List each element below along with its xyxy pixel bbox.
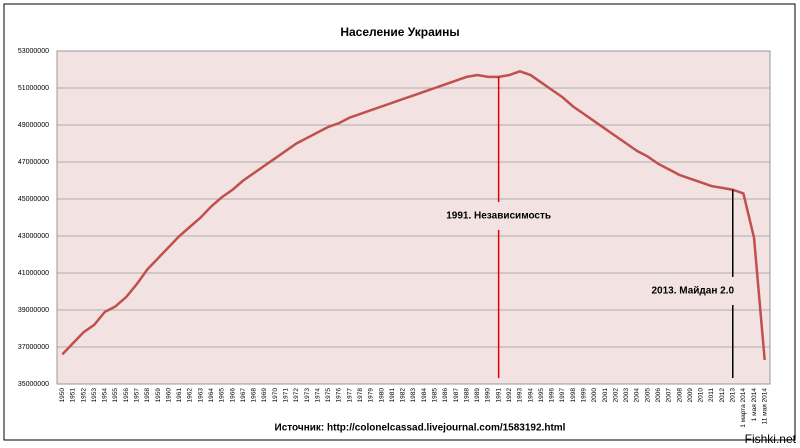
x-tick-label: 1975 (325, 388, 332, 403)
x-tick-label: 1983 (410, 388, 417, 403)
y-tick-label: 53000000 (18, 48, 49, 55)
annotation: 1991. Независимость (446, 211, 551, 222)
x-tick-label: 1999 (580, 388, 587, 403)
x-tick-label: 1981 (389, 388, 396, 403)
x-tick-label: 1952 (80, 388, 87, 403)
x-tick-label: 1991 (495, 388, 502, 403)
y-tick-label: 37000000 (18, 344, 49, 351)
x-tick-label: 1979 (368, 388, 375, 403)
plot-area (56, 50, 771, 385)
x-tick-label: 1964 (208, 388, 215, 403)
x-tick-label: 1971 (283, 388, 290, 403)
x-tick-label: 1972 (293, 388, 300, 403)
x-tick-label: 1963 (197, 388, 204, 403)
chart-title: Население Украины (340, 25, 459, 39)
x-tick-label: 1956 (123, 388, 130, 403)
x-tick-label: 2007 (666, 388, 673, 403)
x-tick-label: 2003 (623, 388, 630, 403)
x-tick-label: 1989 (474, 388, 481, 403)
x-tick-label: 1959 (155, 388, 162, 403)
x-tick-label: 2008 (676, 388, 683, 403)
x-tick-label: 1995 (538, 388, 545, 403)
x-tick-label: 2005 (644, 388, 651, 403)
x-tick-label: 1990 (485, 388, 492, 403)
x-tick-label: 1965 (219, 388, 226, 403)
x-tick-label: 1953 (91, 388, 98, 403)
y-tick-label: 39000000 (18, 307, 49, 314)
watermark: Fishki.net (745, 432, 797, 446)
y-tick-label: 43000000 (18, 233, 49, 240)
x-tick-label: 1955 (112, 388, 119, 403)
x-tick-label: 2010 (698, 388, 705, 403)
x-tick-label: 1997 (559, 388, 566, 403)
x-tick-label: 1969 (261, 388, 268, 403)
x-tick-label: 1967 (240, 388, 247, 403)
data-line (61, 70, 766, 361)
x-tick-label: 1 мая 2014 (751, 388, 758, 422)
x-tick-label: 2006 (655, 388, 662, 403)
x-tick-label: 2009 (687, 388, 694, 403)
x-tick-label: 1982 (400, 388, 407, 403)
x-tick-label: 1980 (378, 388, 385, 403)
x-tick-label: 2001 (602, 388, 609, 403)
x-tick-label: 2013 (729, 388, 736, 403)
x-tick-label: 1976 (336, 388, 343, 403)
x-tick-label: 2004 (634, 388, 641, 403)
y-tick-label: 45000000 (18, 196, 49, 203)
y-tick-label: 41000000 (18, 270, 49, 277)
x-tick-label: 1954 (102, 388, 109, 403)
x-tick-label: 2000 (591, 388, 598, 403)
x-tick-label: 1962 (187, 388, 194, 403)
x-tick-label: 1951 (70, 388, 77, 403)
y-tick-label: 47000000 (18, 159, 49, 166)
x-tick-label: 1998 (570, 388, 577, 403)
x-tick-label: 1985 (432, 388, 439, 403)
x-tick-label: 1984 (421, 388, 428, 403)
annotation: 2013. Майдан 2.0 (651, 286, 734, 297)
y-tick-label: 51000000 (18, 85, 49, 92)
y-tick-label: 49000000 (18, 122, 49, 129)
x-tick-label: 1996 (549, 388, 556, 403)
x-tick-label: 1986 (442, 388, 449, 403)
x-tick-label: 11 мая 2014 (761, 388, 768, 425)
x-tick-label: 1961 (176, 388, 183, 403)
x-tick-label: 1978 (357, 388, 364, 403)
x-tick-label: 1 марта 2014 (740, 388, 747, 428)
x-tick-label: 1960 (165, 388, 172, 403)
x-tick-label: 2002 (612, 388, 619, 403)
x-tick-label: 1987 (453, 388, 460, 403)
x-tick-label: 1977 (346, 388, 353, 403)
x-tick-label: 1957 (134, 388, 141, 403)
x-tick-label: 1993 (517, 388, 524, 403)
x-tick-label: 2011 (708, 388, 715, 402)
x-tick-label: 1970 (272, 388, 279, 403)
x-tick-label: 1992 (506, 388, 513, 403)
x-tick-label: 1994 (527, 388, 534, 403)
x-tick-label: 1968 (251, 388, 258, 403)
x-tick-label: 1966 (229, 388, 236, 403)
x-tick-label: 1973 (304, 388, 311, 403)
x-tick-label: 2012 (719, 388, 726, 403)
x-tick-label: 1988 (463, 388, 470, 403)
x-tick-label: 1974 (314, 388, 321, 403)
y-tick-label: 35000000 (18, 381, 49, 388)
source: Источник: http://colonelcassad.livejourn… (275, 423, 566, 434)
x-tick-label: 1950 (59, 388, 66, 403)
x-tick-label: 1958 (144, 388, 151, 403)
